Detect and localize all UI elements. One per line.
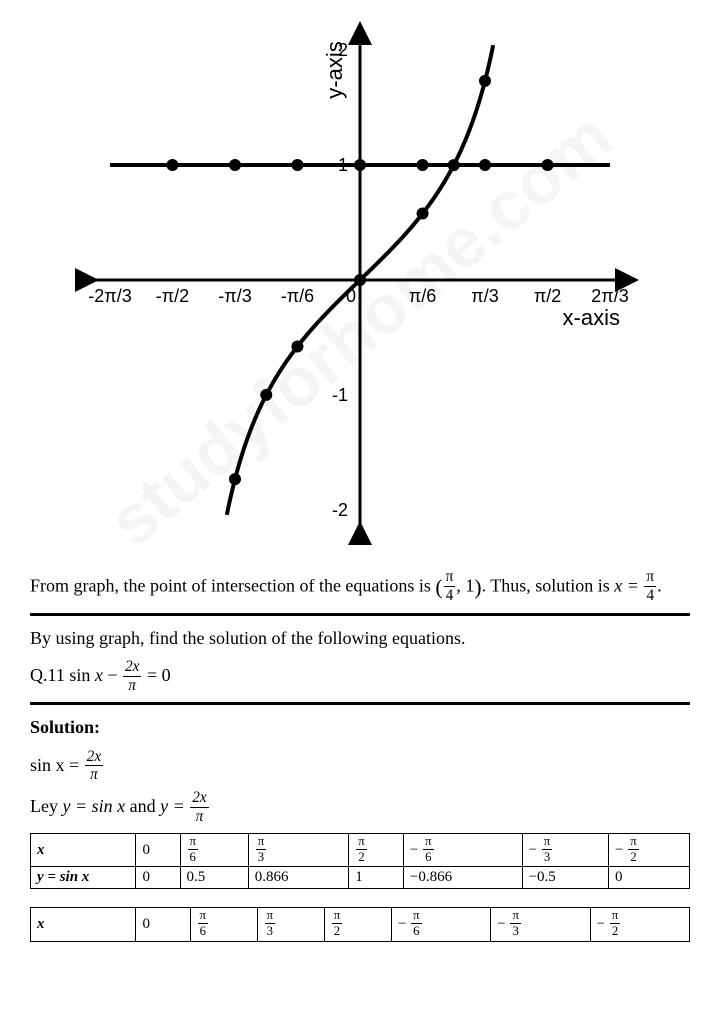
svg-text:y-axis: y-axis (322, 41, 347, 98)
svg-text:-1: -1 (332, 385, 348, 405)
let-pre: Ley (30, 796, 62, 816)
svg-text:π/2: π/2 (534, 286, 561, 306)
let-y2-pre: y = (160, 796, 189, 816)
q11-minus: − (103, 665, 122, 685)
intersection-statement: From graph, the point of intersection of… (30, 570, 690, 605)
svg-text:π/6: π/6 (409, 286, 436, 306)
svg-text:-2: -2 (332, 500, 348, 520)
q11-pre: Q.11 sin (30, 665, 95, 685)
divider-1 (30, 613, 690, 616)
svg-text:x-axis: x-axis (563, 305, 620, 330)
svg-text:-π/2: -π/2 (156, 286, 189, 306)
solution-label: Solution: (30, 713, 690, 742)
paren-open: ( (435, 575, 442, 599)
sinx-table: x0π6π3π2− π6− π3− π2y = sin x00.50.8661−… (30, 833, 690, 890)
instruction: By using graph, find the solution of the… (30, 624, 690, 653)
trig-chart: -2π/3-π/2-π/3-π/60π/6π/3π/22π/3-2-112x-a… (50, 20, 670, 560)
let-y2-frac: 2xπ (190, 790, 208, 824)
solution-frac: π4 (644, 569, 656, 603)
x-table: x0π6π3π2− π6− π3− π2 (30, 907, 690, 942)
thus-text: . Thus, solution is (482, 575, 615, 595)
from-graph-text: From graph, the point of intersection of… (30, 575, 435, 595)
intersection-y: 1 (465, 575, 474, 595)
eq1-lhs: sin x = (30, 755, 84, 775)
svg-text:-π/6: -π/6 (281, 286, 314, 306)
svg-text:π/3: π/3 (471, 286, 498, 306)
svg-text:-2π/3: -2π/3 (88, 286, 131, 306)
let-and: and (125, 796, 160, 816)
divider-2 (30, 702, 690, 705)
eq1-frac: 2xπ (85, 749, 103, 783)
let-y1: y = sin x (62, 796, 125, 816)
sol-lhs: x = (614, 575, 643, 595)
q11-frac: 2xπ (123, 659, 141, 693)
question-11: Q.11 sin x − 2xπ = 0 (30, 660, 690, 694)
q11-post: = 0 (142, 665, 170, 685)
intersection-x-frac: π4 (444, 569, 456, 603)
svg-text:2π/3: 2π/3 (591, 286, 628, 306)
let-statement: Ley y = sin x and y = 2xπ (30, 791, 690, 825)
eq-sinx: sin x = 2xπ (30, 750, 690, 784)
q11-x: x (95, 665, 103, 685)
chart-container: -2π/3-π/2-π/3-π/60π/6π/3π/22π/3-2-112x-a… (30, 20, 690, 560)
svg-text:-π/3: -π/3 (218, 286, 251, 306)
paren-close: ) (474, 575, 481, 599)
